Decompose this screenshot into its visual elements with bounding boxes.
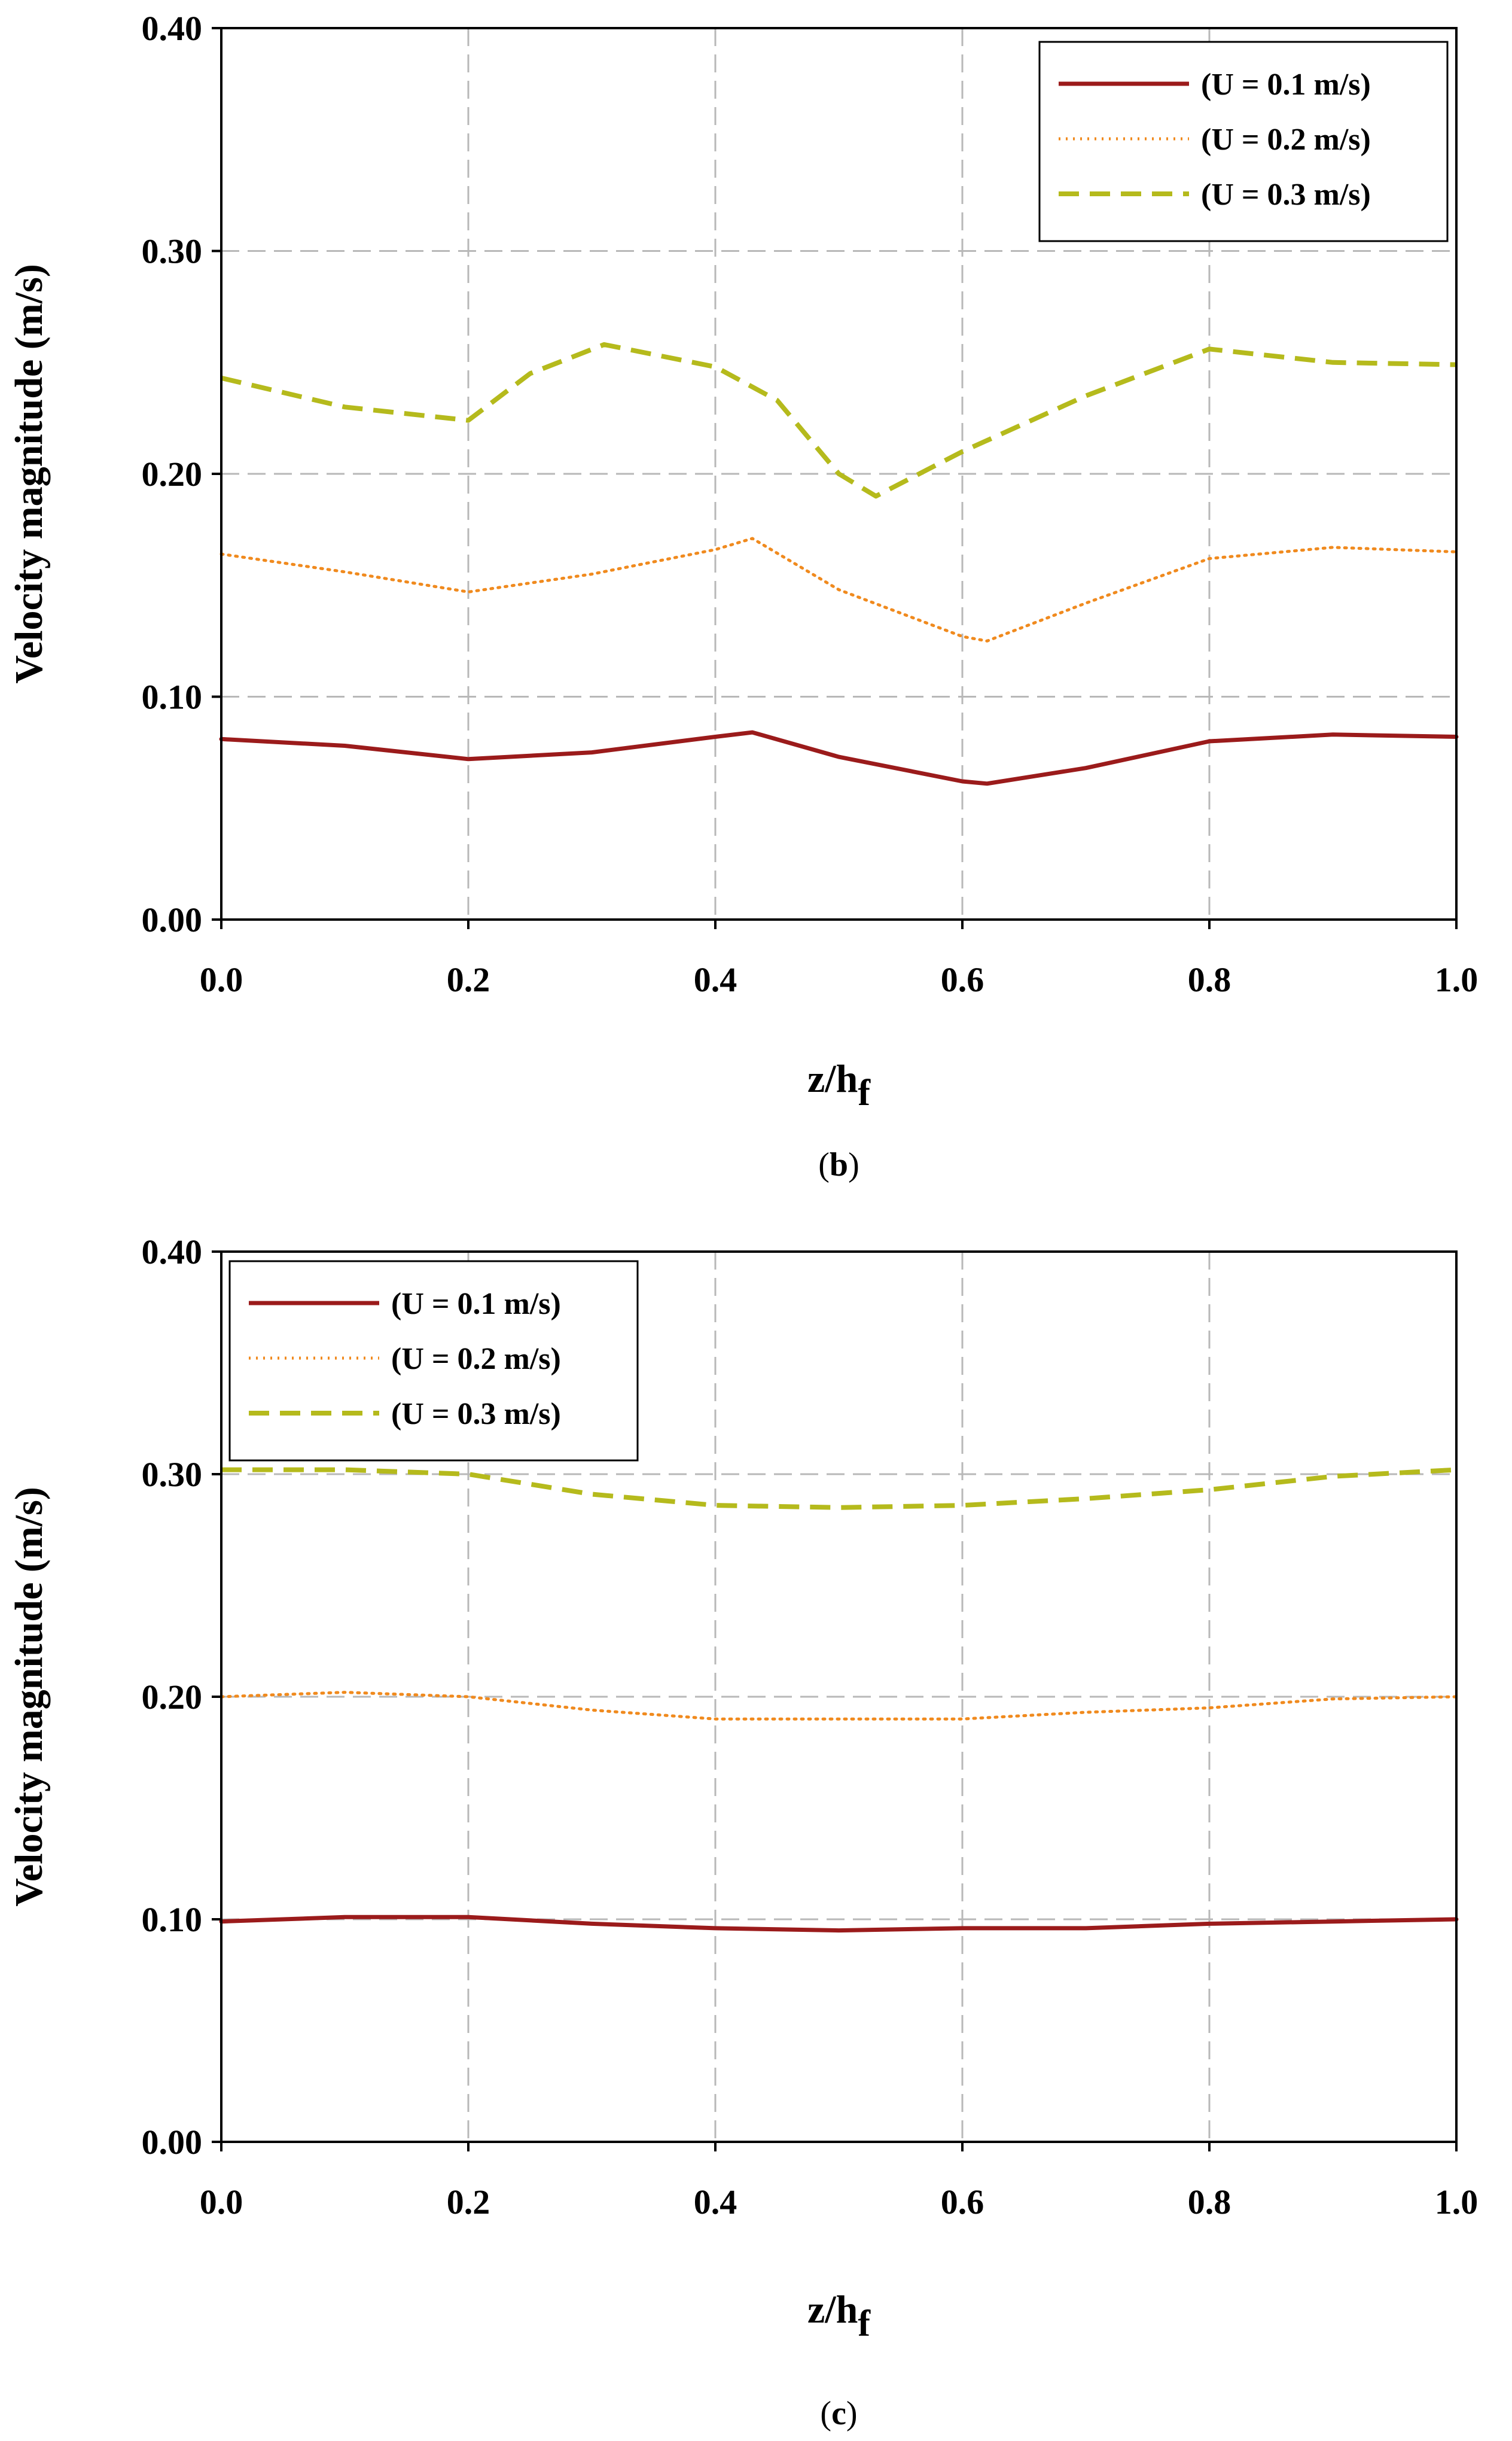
chart-b-legend: (U = 0.1 m/s) (U = 0.2 m/s) (U = 0.3 m/s) [1038,41,1449,242]
chart-c-x-tick-label: 0.6 [941,2183,984,2221]
chart-b-y-tick-label: 0.10 [142,678,203,717]
chart-b-legend-label-1: (U = 0.1 m/s) [1201,68,1371,102]
chart-b-y-axis-label: Velocity magnitude (m/s) [7,264,51,684]
chart-c-legend: (U = 0.1 m/s) (U = 0.2 m/s) (U = 0.3 m/s) [228,1260,639,1462]
chart-b-legend-box [1038,41,1449,242]
chart-c-y-tick-label: 0.40 [142,1232,203,1271]
chart-c-y-tick-label: 0.30 [142,1455,203,1494]
chart-b-series-line-1 [219,730,1459,786]
chart-b-caption: (b) [818,1146,859,1183]
chart-b-y-tick-label: 0.40 [142,9,203,48]
chart-b-caption-open: ( [818,1146,830,1183]
chart-b-y-tick-label: 0.00 [142,900,203,939]
chart-c-x-axis-label-main: z/h [807,2288,858,2332]
chart-b-x-tick-label: 1.0 [1435,960,1479,999]
chart-b-x-tick-label: 0.8 [1188,960,1231,999]
chart-b: 0.00 0.10 0.20 0.30 0.40 0.0 0.2 0.4 0.6 0.8 1.0 Ve… [7,9,1478,1183]
chart-c-legend-box [228,1260,639,1462]
chart-c-y-tick-label: 0.20 [142,1678,203,1716]
chart-c-series-line-1 [219,1915,1459,1933]
chart-b-x-axis-label-subscript: f [858,1073,871,1113]
chart-c-caption-close: ) [846,2395,858,2432]
chart-b-x-tick-label: 0.4 [694,960,737,999]
chart-c-x-axis-label-subscript: f [858,2303,871,2344]
chart-c-legend-label-1: (U = 0.1 m/s) [391,1287,561,1321]
chart-c-caption: (c) [820,2395,857,2432]
chart-c-legend-label-3: (U = 0.3 m/s) [391,1397,561,1431]
chart-b-y-tick-label: 0.20 [142,455,203,494]
chart-c-series-line-3 [221,1467,1457,1510]
chart-b-x-axis-label: z/hf [807,1057,871,1113]
chart-c-x-tick-label: 0.0 [200,2183,243,2221]
chart-c-x-tick-label: 0.8 [1188,2183,1231,2221]
chart-c-y-tick-label: 0.00 [142,2123,203,2162]
chart-b-x-tick-label: 0.6 [941,960,984,999]
chart-c-x-tick-label: 1.0 [1435,2183,1479,2221]
chart-b-legend-label-3: (U = 0.3 m/s) [1201,178,1371,212]
chart-b-caption-close: ) [848,1146,859,1183]
chart-c-y-axis-label: Velocity magnitude (m/s) [7,1487,51,1907]
chart-c-caption-open: ( [820,2395,831,2432]
chart-c-x-axis-label: z/hf [807,2288,871,2344]
chart-b-y-tick-label: 0.30 [142,232,203,271]
chart-b-legend-label-2: (U = 0.2 m/s) [1201,123,1371,157]
chart-b-x-tick-label: 0.0 [200,960,243,999]
chart-b-series-line-2 [220,537,1458,643]
chart-b-x-tick-label: 0.2 [447,960,490,999]
chart-c-legend-label-2: (U = 0.2 m/s) [391,1342,561,1376]
chart-c-caption-letter: c [831,2395,846,2432]
chart-c-y-tick-label: 0.10 [142,1900,203,1939]
chart-c: 0.00 0.10 0.20 0.30 0.40 0.0 0.2 0.4 0.6 0.8 1.0 Ve… [7,1232,1478,2432]
chart-b-caption-letter: b [830,1146,848,1183]
chart-b-x-axis-label-main: z/h [807,1057,858,1101]
chart-b-series-line-3 [221,342,1457,499]
chart-c-x-tick-label: 0.4 [694,2183,737,2221]
chart-c-x-tick-label: 0.2 [447,2183,490,2221]
chart-c-series-line-2 [220,1691,1458,1721]
